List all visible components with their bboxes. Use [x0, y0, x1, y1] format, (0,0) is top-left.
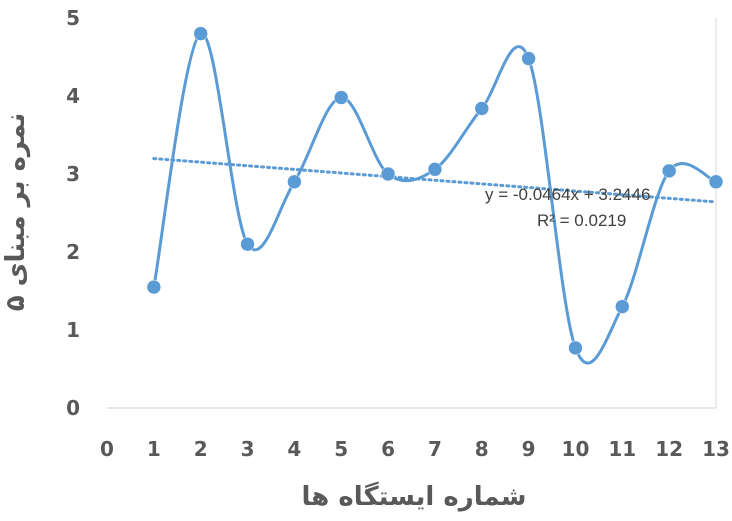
data-point — [287, 174, 302, 190]
x-tick-label: 9 — [522, 437, 536, 461]
x-tick-label: 5 — [334, 437, 348, 461]
data-point — [474, 101, 490, 116]
x-tick-label: 0 — [100, 437, 114, 461]
x-tick-label: 2 — [194, 437, 208, 461]
data-point — [521, 51, 536, 66]
x-tick-label: 7 — [428, 437, 442, 461]
data-point — [333, 90, 349, 105]
data-point — [708, 174, 724, 190]
data-point — [193, 26, 208, 41]
data-point — [661, 163, 677, 179]
y-axis-title: نمره بر مبنای ۵ — [1, 113, 31, 312]
data-point — [380, 166, 396, 182]
y-tick-label: 3 — [66, 162, 80, 186]
y-tick-label: 5 — [66, 6, 80, 30]
x-tick-label: 3 — [241, 437, 255, 461]
data-point — [240, 236, 255, 252]
data-point — [568, 340, 583, 356]
trendline-equation: y = -0.0464x + 3.2446 — [485, 185, 650, 204]
x-tick-label: 8 — [475, 437, 489, 461]
x-tick-label: 13 — [702, 437, 730, 461]
x-tick-label: 6 — [381, 437, 395, 461]
y-tick-label: 0 — [66, 396, 80, 420]
x-tick-label: 4 — [287, 437, 301, 461]
trendline-r2: R² = 0.0219 — [537, 211, 626, 230]
x-tick-label: 10 — [562, 437, 590, 461]
x-axis-title: شماره ایستگاه ها — [302, 481, 527, 512]
y-tick-label: 2 — [66, 240, 80, 264]
y-tick-label: 1 — [66, 318, 80, 342]
x-tick-label: 1 — [147, 437, 161, 461]
x-tick-label: 12 — [655, 437, 683, 461]
data-point — [146, 279, 162, 295]
data-point — [615, 299, 630, 314]
x-tick-label: 11 — [608, 437, 636, 461]
trendline — [152, 157, 718, 204]
y-tick-label: 4 — [66, 84, 80, 108]
data-point — [427, 162, 443, 177]
